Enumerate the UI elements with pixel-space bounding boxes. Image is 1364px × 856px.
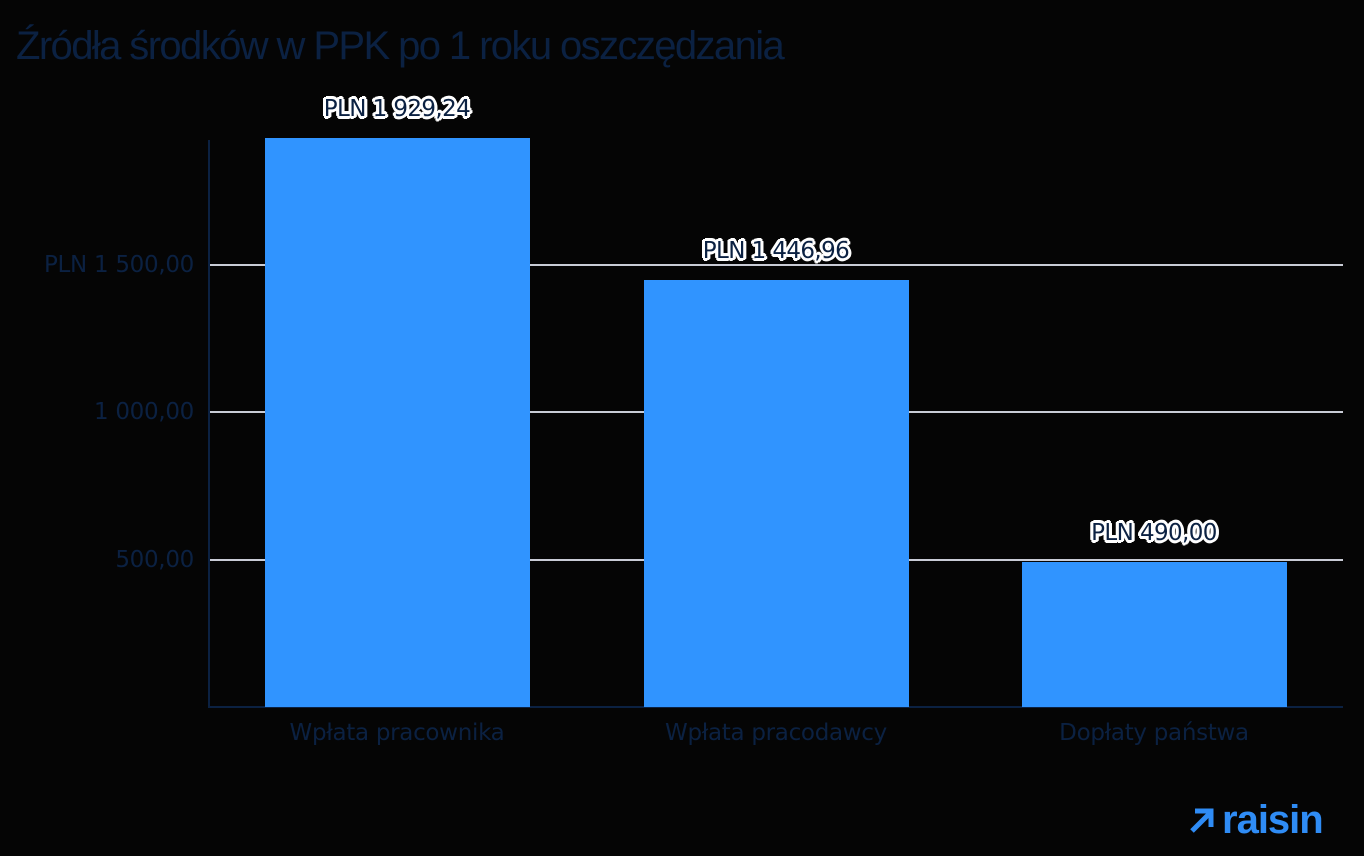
y-tick-label: PLN 1 500,00	[43, 251, 194, 278]
bar-value-label: PLN 1 446,96	[702, 238, 850, 265]
x-axis-line	[208, 706, 1343, 708]
bar-value-label: PLN 1 929,24	[323, 95, 471, 122]
bar	[264, 137, 530, 707]
chart-title: Źródła środków w PPK po 1 roku oszczędza…	[16, 24, 785, 68]
raisin-logo: raisin	[1188, 798, 1324, 842]
y-tick-label: 500,00	[115, 546, 194, 573]
bar-value-label: PLN 490,00	[1091, 520, 1217, 547]
brand-name: raisin	[1222, 798, 1324, 842]
x-category-label: Wpłata pracodawcy	[665, 720, 887, 746]
bar	[643, 280, 909, 707]
arrow-up-right-icon	[1190, 808, 1214, 833]
y-axis-line	[208, 140, 210, 708]
x-category-label: Dopłaty państwa	[1059, 720, 1249, 746]
bar	[1021, 562, 1287, 707]
y-tick-label: 1 000,00	[93, 399, 194, 425]
x-category-label: Wpłata pracownika	[289, 720, 505, 746]
gridline	[210, 263, 1343, 266]
